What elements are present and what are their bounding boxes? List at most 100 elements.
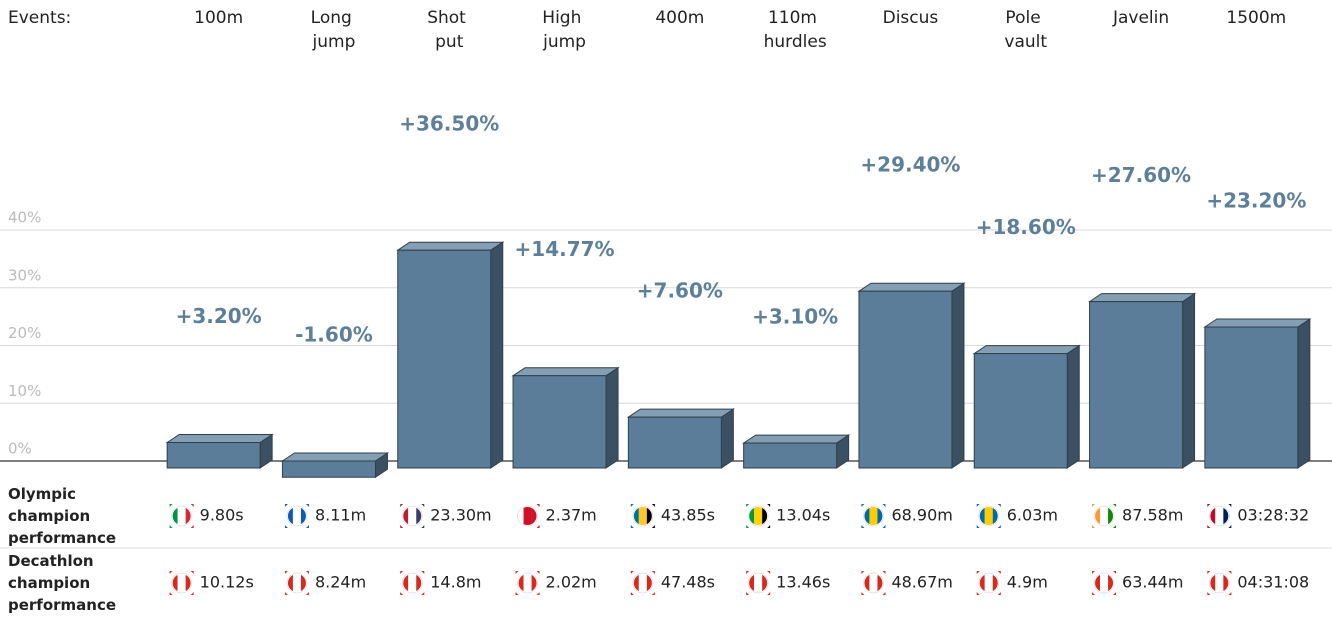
performance: 87.58m xyxy=(1122,506,1183,525)
value-label: +7.60% xyxy=(637,279,723,303)
flag-stripe xyxy=(293,504,301,528)
y-tick-label: 40% xyxy=(8,209,41,227)
flag-stripe xyxy=(408,571,416,595)
bar xyxy=(628,417,721,468)
performance: 6.03m xyxy=(1007,506,1058,525)
y-tick-label: 0% xyxy=(8,440,32,458)
flag xyxy=(170,571,194,595)
flag-stripe xyxy=(408,504,416,528)
flag xyxy=(631,571,655,595)
event-label: 1500m xyxy=(1226,8,1286,28)
bar-group xyxy=(513,368,618,468)
performance: 2.37m xyxy=(546,506,597,525)
bar-side xyxy=(606,368,618,468)
flag-stripe xyxy=(985,571,993,595)
bar-top xyxy=(628,409,733,417)
flag-stripe xyxy=(293,571,301,595)
row-header: Decathlon champion performance xyxy=(8,552,116,614)
performance: 23.30m xyxy=(430,506,491,525)
flag-stripe xyxy=(178,504,186,528)
event-label: 400m xyxy=(655,8,704,28)
y-tick-label: 30% xyxy=(8,266,41,284)
performance: 2.02m xyxy=(546,573,597,592)
value-label: -1.60% xyxy=(295,323,373,347)
bar xyxy=(1090,302,1183,468)
bar-group xyxy=(859,283,964,468)
bar-group xyxy=(282,453,387,477)
bar-top xyxy=(744,435,849,443)
flag-stripe xyxy=(639,504,647,528)
event-label: Javelin xyxy=(1112,8,1169,28)
event-label: 100m xyxy=(194,8,243,28)
bar-top xyxy=(859,283,964,291)
bar xyxy=(974,354,1067,468)
flag xyxy=(285,571,309,595)
flag-stripe xyxy=(1100,504,1108,528)
bar xyxy=(744,443,837,468)
bar-side xyxy=(1067,346,1079,468)
flag xyxy=(861,504,885,528)
bar-top xyxy=(1090,294,1195,302)
flag-stripe xyxy=(869,571,877,595)
performance: 10.12s xyxy=(200,573,254,592)
performance: 4.9m xyxy=(1007,573,1048,592)
bar-group xyxy=(398,242,503,468)
performance: 47.48s xyxy=(661,573,715,592)
value-label: +29.40% xyxy=(860,153,960,177)
performance: 9.80s xyxy=(200,506,244,525)
performance: 04:31:08 xyxy=(1237,573,1309,592)
bar-side xyxy=(952,283,964,468)
performance: 13.04s xyxy=(776,506,830,525)
value-label: +23.20% xyxy=(1206,189,1306,213)
flag xyxy=(516,504,540,528)
performance: 48.67m xyxy=(891,573,952,592)
performance: 8.24m xyxy=(315,573,366,592)
bar xyxy=(859,291,952,468)
flag-stripe xyxy=(178,571,186,595)
flag xyxy=(746,504,770,528)
flag xyxy=(285,504,309,528)
performance: 14.8m xyxy=(430,573,481,592)
performance: 43.85s xyxy=(661,506,715,525)
bar-group xyxy=(1090,294,1195,468)
flag-stripe xyxy=(524,504,532,528)
value-label: +3.20% xyxy=(176,304,262,328)
bar-side xyxy=(721,409,733,468)
flag xyxy=(1092,504,1116,528)
flag-stripe xyxy=(1215,504,1223,528)
bar xyxy=(513,376,606,468)
row-header: Olympic champion performance xyxy=(8,485,116,547)
flag xyxy=(400,504,424,528)
flag-stripe xyxy=(524,571,532,595)
bar-group xyxy=(974,346,1079,468)
performance: 68.90m xyxy=(891,506,952,525)
performance: 03:28:32 xyxy=(1237,506,1309,525)
bar xyxy=(282,461,375,477)
value-label: +36.50% xyxy=(399,112,499,136)
bar-top xyxy=(513,368,618,376)
flag-stripe xyxy=(754,571,762,595)
bar xyxy=(167,443,260,468)
bar-group xyxy=(167,435,272,468)
events-label: Events: xyxy=(8,8,71,28)
value-label: +18.60% xyxy=(976,215,1076,239)
flag xyxy=(1207,571,1231,595)
bar-top xyxy=(282,453,387,461)
performance: 63.44m xyxy=(1122,573,1183,592)
value-label: +3.10% xyxy=(752,305,838,329)
flag xyxy=(861,571,885,595)
event-label: 110m hurdles xyxy=(764,8,827,52)
bar-side xyxy=(491,242,503,468)
event-label: High jump xyxy=(542,8,587,52)
bar-side xyxy=(1183,294,1195,468)
flag-stripe xyxy=(639,571,647,595)
flag xyxy=(977,504,1001,528)
flag xyxy=(746,571,770,595)
bar-group xyxy=(628,409,733,468)
bar xyxy=(398,250,491,468)
performance: 8.11m xyxy=(315,506,366,525)
event-label: Pole vault xyxy=(1004,8,1047,52)
value-label: +14.77% xyxy=(515,237,615,261)
flag xyxy=(977,571,1001,595)
event-label: Shot put xyxy=(427,8,471,52)
